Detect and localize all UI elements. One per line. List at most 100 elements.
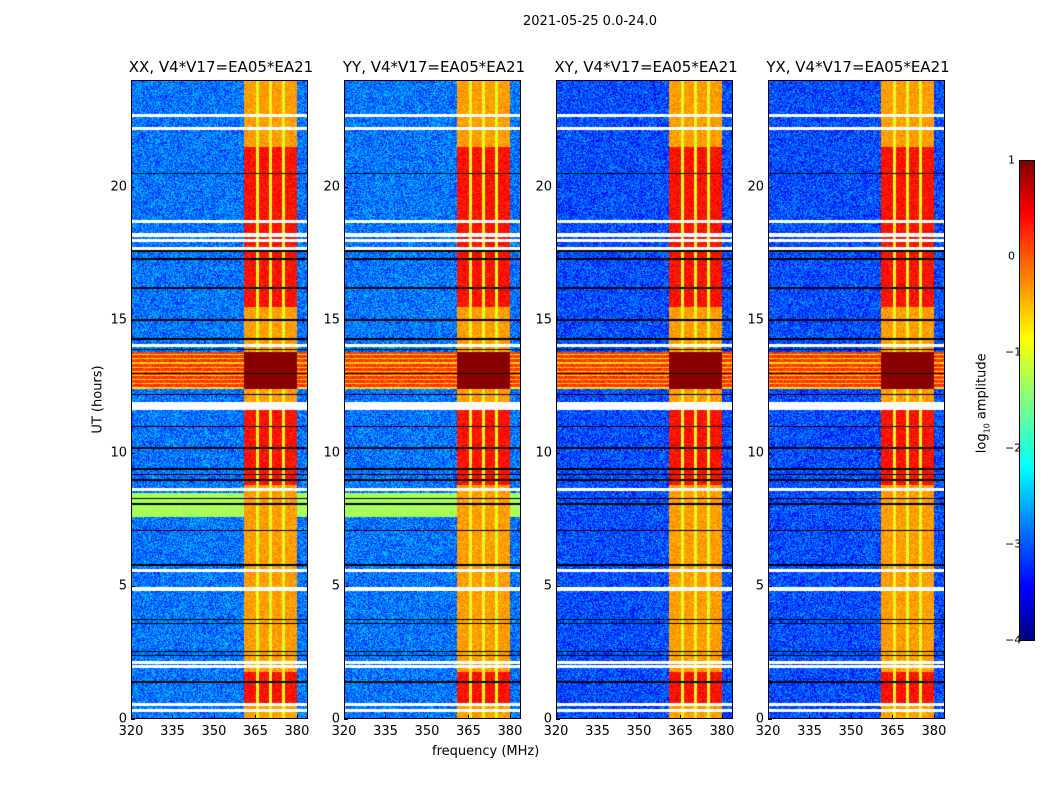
y-tick [768, 186, 772, 188]
axes-frame [768, 80, 945, 719]
x-tick-label: 365 [880, 724, 905, 739]
panel-yy: YY, V4*V17=EA05*EA21 320 335 350 365 380 0 5 10 1… [323, 58, 525, 739]
y-tick-label: 10 [323, 445, 340, 461]
waterfall-heatmap [556, 80, 733, 719]
y-tick-label: 10 [535, 445, 552, 461]
y-tick-label: 5 [755, 578, 764, 594]
y-tick [768, 585, 772, 587]
y-tick [556, 186, 560, 188]
x-tick [213, 715, 215, 719]
x-tick [933, 715, 935, 719]
x-tick-label: 320 [755, 724, 781, 739]
axes-frame [344, 80, 521, 719]
y-tick-label: 0 [755, 711, 764, 727]
y-tick-label: 15 [110, 312, 127, 328]
y-tick-label: 20 [110, 179, 127, 194]
y-tick [556, 319, 560, 321]
y-tick-label: 10 [747, 445, 764, 461]
y-tick [556, 452, 560, 454]
y-tick-label: 5 [331, 578, 340, 594]
y-tick-label: 0 [118, 711, 127, 727]
panel-title: XX, V4*V17=EA05*EA21 [128, 58, 314, 76]
y-tick [344, 719, 348, 720]
y-axis-label: UT (hours) [90, 365, 106, 434]
colorbar-label: log10 amplitude [974, 353, 992, 454]
x-tick [597, 715, 599, 719]
x-tick-label: 350 [626, 724, 652, 739]
colorbar-tick-label: −3 [1005, 537, 1022, 551]
x-tick-label: 365 [456, 724, 481, 739]
panel-title: XY, V4*V17=EA05*EA21 [554, 58, 738, 76]
y-tick [768, 719, 772, 720]
x-tick-label: 350 [838, 724, 864, 739]
colorbar-tick-label: 1 [1008, 153, 1015, 167]
x-tick [255, 715, 257, 719]
x-tick [850, 715, 852, 719]
x-tick-label: 320 [543, 724, 569, 739]
x-tick [296, 715, 298, 719]
y-tick [344, 452, 348, 454]
waterfall-heatmap [768, 80, 945, 719]
x-tick [892, 715, 894, 719]
x-tick [638, 715, 640, 719]
x-tick-label: 380 [921, 724, 947, 739]
x-axis-label: frequency (MHz) [432, 744, 540, 759]
figure-title: 2021-05-25 0.0-24.0 [523, 14, 657, 29]
x-tick-label: 380 [497, 724, 523, 739]
x-tick [768, 715, 769, 719]
panel-title: YX, V4*V17=EA05*EA21 [766, 58, 950, 76]
x-tick [809, 715, 811, 719]
y-tick [131, 319, 135, 321]
y-tick-label: 20 [747, 179, 764, 194]
y-tick [131, 719, 135, 720]
y-tick-label: 15 [323, 312, 340, 328]
x-tick [721, 715, 723, 719]
colorbar [1019, 160, 1035, 641]
panel-xy: XY, V4*V17=EA05*EA21 320 335 350 365 380 0 5 10 1… [535, 58, 737, 739]
x-tick-label: 365 [668, 724, 693, 739]
y-tick-label: 5 [118, 578, 127, 594]
colorbar-tick-label: 0 [1008, 249, 1015, 263]
y-tick-label: 0 [543, 711, 552, 727]
x-tick-label: 380 [709, 724, 735, 739]
x-tick-label: 320 [331, 724, 357, 739]
y-tick-label: 10 [110, 445, 127, 461]
panel-yx: YX, V4*V17=EA05*EA21 320 335 350 365 380 0 5 10 1… [747, 58, 949, 739]
y-tick-label: 5 [543, 578, 552, 594]
y-tick [131, 585, 135, 587]
y-tick [131, 186, 135, 188]
x-tick [131, 715, 132, 719]
x-tick-label: 350 [201, 724, 227, 739]
colorbar-tick-label: −1 [1005, 345, 1022, 359]
y-tick-label: 20 [323, 179, 340, 194]
y-tick [344, 186, 348, 188]
y-tick [556, 719, 560, 720]
colorbar-tick-label: −4 [1005, 633, 1022, 647]
x-tick [172, 715, 174, 719]
x-tick-label: 380 [284, 724, 310, 739]
y-tick [344, 585, 348, 587]
panel-xx: XX, V4*V17=EA05*EA21 320 335 350 365 380 0 5 10 1… [110, 58, 313, 739]
x-tick [426, 715, 428, 719]
x-tick-label: 350 [414, 724, 440, 739]
x-tick [509, 715, 511, 719]
y-tick-label: 15 [535, 312, 552, 328]
colorbar-tick-label: −2 [1005, 441, 1022, 455]
x-tick [468, 715, 470, 719]
x-tick-label: 320 [118, 724, 144, 739]
x-tick [385, 715, 387, 719]
x-tick [680, 715, 682, 719]
x-tick [344, 715, 345, 719]
y-tick [344, 319, 348, 321]
x-tick-label: 365 [243, 724, 268, 739]
y-tick [768, 319, 772, 321]
panel-title: YY, V4*V17=EA05*EA21 [342, 58, 526, 76]
y-tick [556, 585, 560, 587]
waterfall-heatmap [344, 80, 521, 719]
axes-frame [131, 80, 308, 719]
axes-frame [556, 80, 733, 719]
x-tick-label: 335 [797, 724, 822, 739]
y-tick-label: 15 [747, 312, 764, 328]
y-tick [131, 452, 135, 454]
y-tick [768, 452, 772, 454]
